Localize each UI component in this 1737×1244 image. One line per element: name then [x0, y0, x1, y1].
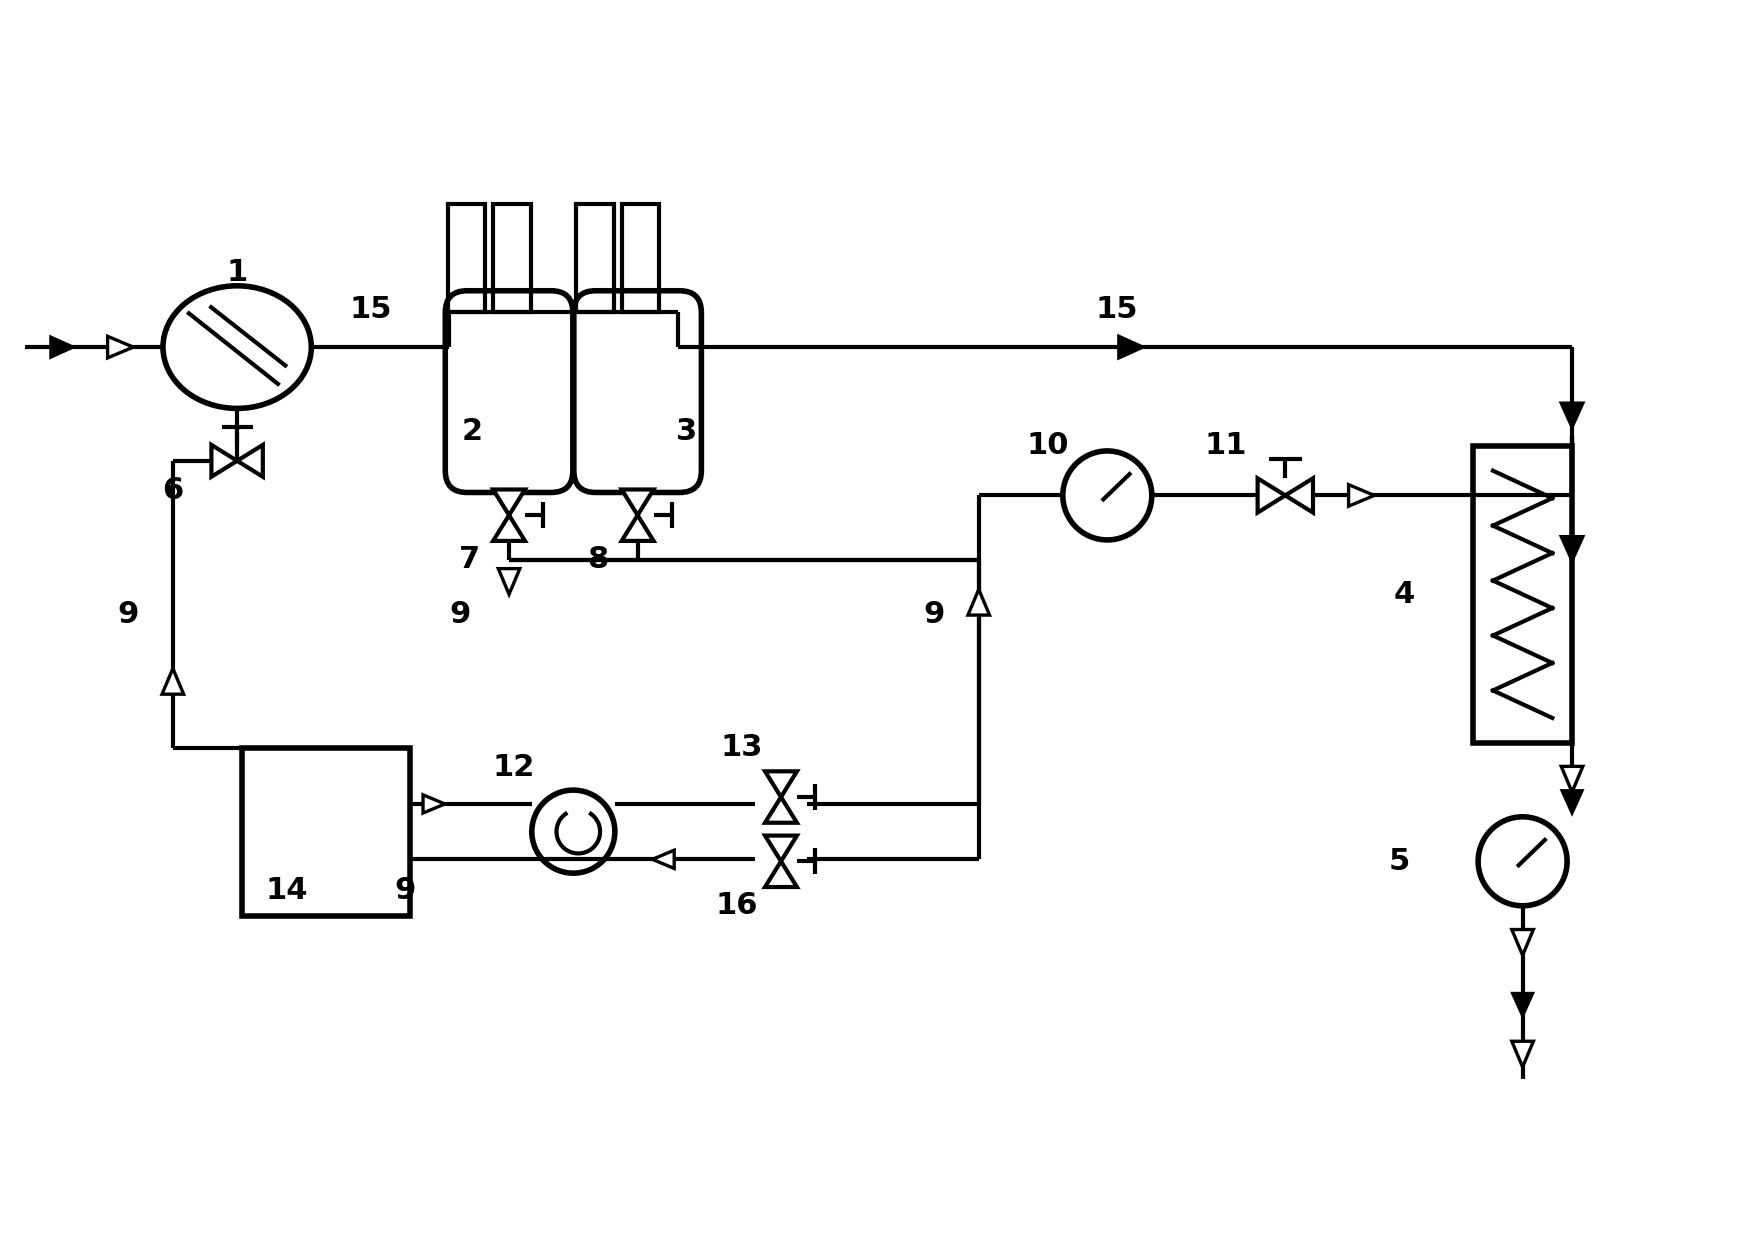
Text: 9: 9 [394, 877, 415, 906]
Polygon shape [968, 590, 990, 615]
Polygon shape [764, 771, 797, 797]
Polygon shape [1558, 535, 1586, 565]
Text: 16: 16 [716, 891, 757, 921]
Polygon shape [493, 515, 525, 541]
Bar [577, 204, 613, 312]
Polygon shape [212, 445, 238, 476]
Text: 2: 2 [462, 417, 483, 445]
Text: 10: 10 [1027, 432, 1070, 460]
Polygon shape [622, 515, 653, 541]
Text: 15: 15 [349, 295, 393, 323]
Text: 8: 8 [587, 545, 608, 575]
Bar [1473, 447, 1572, 743]
Polygon shape [764, 797, 797, 822]
Text: 14: 14 [266, 877, 307, 906]
Polygon shape [1117, 333, 1146, 361]
Polygon shape [1562, 766, 1582, 792]
Polygon shape [1558, 402, 1586, 432]
Polygon shape [108, 336, 134, 358]
Text: 11: 11 [1205, 432, 1247, 460]
Text: 3: 3 [676, 417, 698, 445]
Polygon shape [238, 445, 262, 476]
Bar [622, 204, 660, 312]
Polygon shape [764, 836, 797, 861]
Polygon shape [499, 569, 519, 595]
Bar [448, 204, 485, 312]
Polygon shape [622, 489, 653, 515]
Bar [241, 748, 410, 916]
Polygon shape [1511, 929, 1534, 955]
Text: 5: 5 [1388, 847, 1410, 876]
Polygon shape [49, 335, 76, 360]
Polygon shape [162, 668, 184, 694]
Text: 1: 1 [226, 259, 248, 287]
Text: 7: 7 [459, 545, 479, 575]
Text: 9: 9 [924, 600, 945, 628]
Text: 13: 13 [721, 733, 763, 763]
Text: 15: 15 [1096, 295, 1138, 323]
Polygon shape [1511, 1041, 1534, 1067]
Polygon shape [764, 861, 797, 887]
Polygon shape [493, 489, 525, 515]
Polygon shape [424, 795, 445, 814]
Text: 4: 4 [1393, 580, 1414, 608]
Polygon shape [653, 850, 674, 868]
Polygon shape [1348, 485, 1374, 506]
Polygon shape [1258, 478, 1285, 513]
Text: 9: 9 [448, 600, 471, 628]
Text: 9: 9 [118, 600, 139, 628]
Polygon shape [1509, 991, 1536, 1020]
Text: 12: 12 [493, 753, 535, 782]
Bar [493, 204, 532, 312]
Polygon shape [1285, 478, 1313, 513]
Text: 6: 6 [162, 476, 184, 505]
Polygon shape [1560, 789, 1584, 817]
